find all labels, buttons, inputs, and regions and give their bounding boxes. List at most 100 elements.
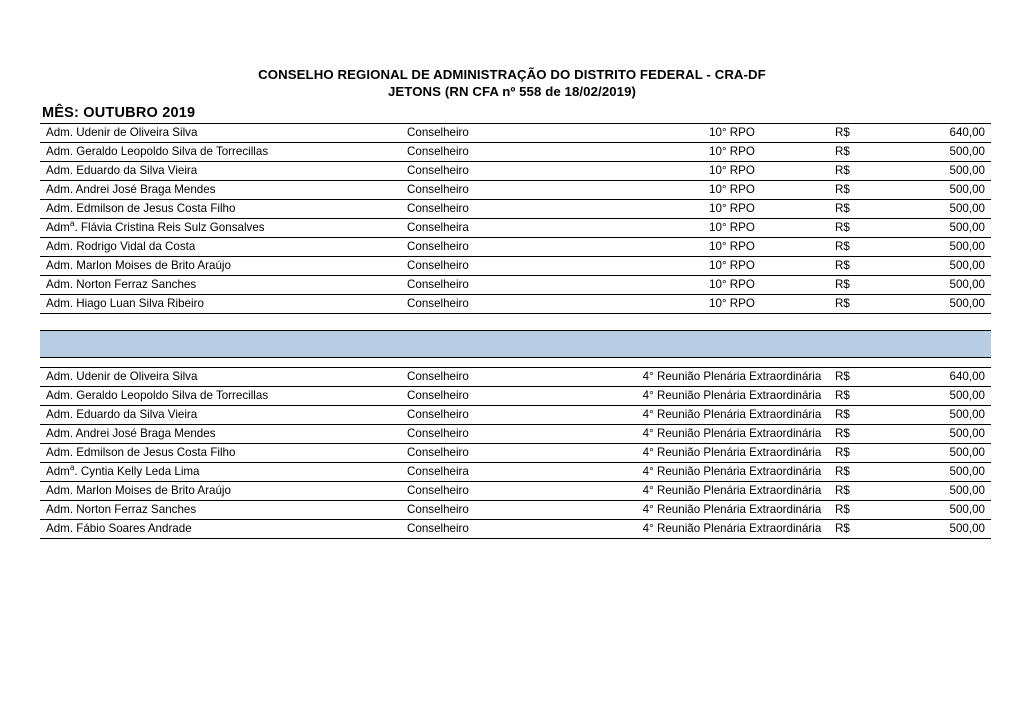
cell-event: 4° Reunião Plenária Extraordinária bbox=[637, 462, 827, 482]
cell-amount: 500,00 bbox=[895, 386, 991, 406]
cell-participant-name: Adm. Eduardo da Silva Vieira bbox=[40, 405, 401, 425]
table-spacer-cell bbox=[40, 314, 991, 331]
cell-event: 10° RPO bbox=[637, 218, 827, 238]
cell-currency: R$ bbox=[827, 275, 895, 295]
cell-amount: 500,00 bbox=[895, 424, 991, 444]
cell-amount: 500,00 bbox=[895, 462, 991, 482]
cell-amount: 500,00 bbox=[895, 481, 991, 501]
table-row: Adm. Marlon Moises de Brito Araújo Consel… bbox=[40, 256, 991, 276]
cell-amount: 500,00 bbox=[895, 237, 991, 257]
cell-currency: R$ bbox=[827, 199, 895, 219]
cell-currency: R$ bbox=[827, 142, 895, 162]
cell-participant-name: Adm. Eduardo da Silva Vieira bbox=[40, 161, 401, 181]
cell-currency: R$ bbox=[827, 386, 895, 406]
cell-event: 10° RPO bbox=[637, 256, 827, 276]
cell-amount: 500,00 bbox=[895, 443, 991, 463]
table-row: Adm. Rodrigo Vidal da Costa Conselheiro 10… bbox=[40, 237, 991, 257]
cell-role: Conselheira bbox=[401, 218, 637, 238]
cell-event: 4° Reunião Plenária Extraordinária bbox=[637, 519, 827, 539]
cell-amount: 500,00 bbox=[895, 180, 991, 200]
cell-event: 4° Reunião Plenária Extraordinária bbox=[637, 443, 827, 463]
cell-role: Conselheiro bbox=[401, 443, 637, 463]
cell-currency: R$ bbox=[827, 180, 895, 200]
cell-currency: R$ bbox=[827, 256, 895, 276]
cell-amount: 640,00 bbox=[895, 367, 991, 387]
cell-participant-name: Adm. Rodrigo Vidal da Costa bbox=[40, 237, 401, 257]
table-row: Adm. Marlon Moises de Brito Araújo Consel… bbox=[40, 481, 991, 501]
table-row: Adm. Udenir de Oliveira Silva Conselheiro… bbox=[40, 123, 991, 143]
cell-currency: R$ bbox=[827, 462, 895, 482]
cell-amount: 500,00 bbox=[895, 294, 991, 314]
table-gap-row bbox=[40, 358, 991, 368]
cell-role: Conselheiro bbox=[401, 180, 637, 200]
cell-participant-name: Adm. Andrei José Braga Mendes bbox=[40, 180, 401, 200]
cell-participant-name: Adm. Marlon Moises de Brito Araújo bbox=[40, 481, 401, 501]
cell-amount: 500,00 bbox=[895, 500, 991, 520]
cell-event: 4° Reunião Plenária Extraordinária bbox=[637, 424, 827, 444]
cell-amount: 500,00 bbox=[895, 161, 991, 181]
cell-role: Conselheiro bbox=[401, 405, 637, 425]
cell-participant-name: Adm. Geraldo Leopoldo Silva de Torrecill… bbox=[40, 142, 401, 162]
cell-currency: R$ bbox=[827, 443, 895, 463]
cell-role: Conselheiro bbox=[401, 275, 637, 295]
cell-currency: R$ bbox=[827, 367, 895, 387]
table-row: Adm. Norton Ferraz Sanches Conselheiro 10°… bbox=[40, 275, 991, 295]
cell-participant-name: Adm. Norton Ferraz Sanches bbox=[40, 500, 401, 520]
cell-currency: R$ bbox=[827, 237, 895, 257]
cell-participant-name: Adm. Hiago Luan Silva Ribeiro bbox=[40, 294, 401, 314]
cell-currency: R$ bbox=[827, 294, 895, 314]
cell-event: 4° Reunião Plenária Extraordinária bbox=[637, 405, 827, 425]
table-row: Adm. Edmilson de Jesus Costa Filho Consel… bbox=[40, 443, 991, 463]
cell-currency: R$ bbox=[827, 519, 895, 539]
cell-event: 4° Reunião Plenária Extraordinária bbox=[637, 367, 827, 387]
cell-amount: 500,00 bbox=[895, 218, 991, 238]
cell-amount: 500,00 bbox=[895, 519, 991, 539]
document-header: CONSELHO REGIONAL DE ADMINISTRAÇÃO DO DI… bbox=[0, 66, 1024, 100]
cell-event: 10° RPO bbox=[637, 294, 827, 314]
jetons-table-body: Adm. Udenir de Oliveira Silva Conselheiro… bbox=[40, 123, 991, 539]
cell-role: Conselheiro bbox=[401, 294, 637, 314]
cell-event: 4° Reunião Plenária Extraordinária bbox=[637, 386, 827, 406]
cell-amount: 500,00 bbox=[895, 256, 991, 276]
cell-currency: R$ bbox=[827, 123, 895, 143]
cell-currency: R$ bbox=[827, 481, 895, 501]
table-row: Adm. Norton Ferraz Sanches Conselheiro 4° … bbox=[40, 500, 991, 520]
cell-event: 10° RPO bbox=[637, 237, 827, 257]
cell-role: Conselheiro bbox=[401, 161, 637, 181]
cell-event: 4° Reunião Plenária Extraordinária bbox=[637, 481, 827, 501]
cell-participant-name: Adm. Norton Ferraz Sanches bbox=[40, 275, 401, 295]
section-separator-band bbox=[40, 330, 991, 358]
table-row: Adm. Edmilson de Jesus Costa Filho Consel… bbox=[40, 199, 991, 219]
cell-participant-name: Adm. Andrei José Braga Mendes bbox=[40, 424, 401, 444]
cell-role: Conselheiro bbox=[401, 386, 637, 406]
cell-role: Conselheira bbox=[401, 462, 637, 482]
cell-participant-name: Adm. Udenir de Oliveira Silva bbox=[40, 123, 401, 143]
cell-event: 10° RPO bbox=[637, 123, 827, 143]
table-gap-cell bbox=[40, 358, 991, 368]
cell-amount: 500,00 bbox=[895, 405, 991, 425]
cell-participant-name: Adma. Flávia Cristina Reis Sulz Gonsalve… bbox=[40, 218, 401, 238]
month-label: MÊS: OUTUBRO 2019 bbox=[42, 105, 196, 121]
cell-currency: R$ bbox=[827, 500, 895, 520]
cell-role: Conselheiro bbox=[401, 199, 637, 219]
cell-amount: 500,00 bbox=[895, 275, 991, 295]
cell-event: 10° RPO bbox=[637, 275, 827, 295]
cell-role: Conselheiro bbox=[401, 500, 637, 520]
cell-participant-name: Adm. Edmilson de Jesus Costa Filho bbox=[40, 443, 401, 463]
cell-participant-name: Adm. Marlon Moises de Brito Araújo bbox=[40, 256, 401, 276]
cell-currency: R$ bbox=[827, 218, 895, 238]
cell-role: Conselheiro bbox=[401, 123, 637, 143]
cell-amount: 640,00 bbox=[895, 123, 991, 143]
document-title-secondary: JETONS (RN CFA nº 558 de 18/02/2019) bbox=[387, 84, 637, 99]
cell-role: Conselheiro bbox=[401, 424, 637, 444]
feminine-ordinal-mark: a bbox=[69, 218, 75, 229]
cell-currency: R$ bbox=[827, 161, 895, 181]
table-row: Adm. Udenir de Oliveira Silva Conselheiro… bbox=[40, 367, 991, 387]
cell-event: 10° RPO bbox=[637, 180, 827, 200]
cell-amount: 500,00 bbox=[895, 142, 991, 162]
table-row: Adma. Cyntia Kelly Leda Lima Conselheira 4… bbox=[40, 462, 991, 482]
table-row: Adm. Geraldo Leopoldo Silva de Torrecill… bbox=[40, 142, 991, 162]
cell-participant-name: Adm. Edmilson de Jesus Costa Filho bbox=[40, 199, 401, 219]
cell-amount: 500,00 bbox=[895, 199, 991, 219]
